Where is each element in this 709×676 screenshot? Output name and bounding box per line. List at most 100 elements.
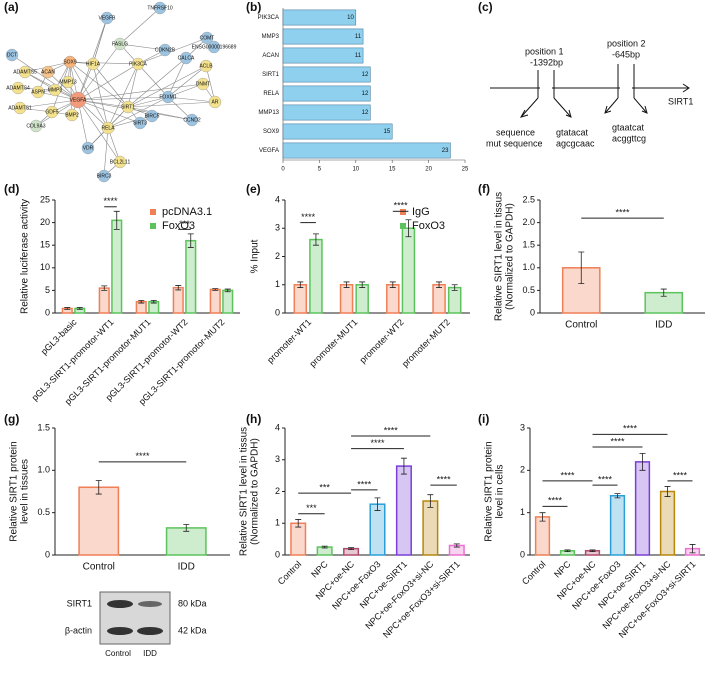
legend-label: IgG <box>412 206 430 218</box>
network-edge <box>69 61 139 65</box>
node-label: CCND2 <box>183 117 200 123</box>
blot-lane: Control <box>105 649 131 658</box>
network-node <box>18 65 32 79</box>
node-label: ADAMTS4 <box>6 85 30 91</box>
y-tick-label: 5 <box>45 285 50 295</box>
panel-label: (h) <box>246 412 261 426</box>
network-edge <box>107 96 169 129</box>
western-blot: SIRT1 80 kDa β-actin 42 kDa Control IDD <box>65 591 207 658</box>
node-label: GDF5 <box>45 109 59 115</box>
x-tick-label: NPC <box>309 559 330 580</box>
error-bar <box>321 545 328 549</box>
network-node <box>81 141 95 155</box>
node-label: MMP3 <box>48 87 63 93</box>
error-bar <box>101 285 108 291</box>
node-label: HIF1A <box>86 61 101 67</box>
site-sequence: gtaatcat <box>612 122 645 132</box>
error-bar <box>374 497 381 511</box>
network-edge <box>167 65 207 98</box>
y-tick-label: 20 <box>40 217 50 227</box>
network-edge <box>137 63 169 98</box>
node-label: RELA <box>101 125 115 131</box>
bar <box>185 239 197 314</box>
network-node <box>113 155 127 169</box>
network-node <box>133 116 147 130</box>
error-bar <box>76 307 83 310</box>
error-bar <box>359 281 366 288</box>
network-node <box>29 119 43 133</box>
x-tick-label: 5 <box>318 167 322 173</box>
network-node <box>208 95 222 109</box>
node-label: ADAMTS1 <box>8 105 32 111</box>
network-edge <box>69 61 109 129</box>
error-bar <box>664 486 671 497</box>
error-bar <box>451 284 458 291</box>
network-edge <box>77 83 204 101</box>
node-label: SOX9 <box>63 59 77 65</box>
y-tick-label: 1.0 <box>37 465 50 475</box>
bar <box>309 238 323 314</box>
blot-size: 42 kDa <box>178 625 207 635</box>
network-node <box>45 105 59 119</box>
y-tick-label: 0.5 <box>37 507 50 517</box>
node-label: CDKN2B <box>155 47 176 53</box>
node-label: AR <box>212 99 219 105</box>
network: VEGFB TNFRSF10 DCT CDKN2B COMT ENSG0000019668… <box>5 1 237 183</box>
site-label: position 1 <box>525 46 564 56</box>
promoter-diagram <box>490 64 690 118</box>
y-tick-label: 1.5 <box>37 422 50 432</box>
node-label: BIRC5 <box>145 113 160 119</box>
legend-marker <box>400 209 406 215</box>
network-edge <box>127 63 139 108</box>
bar <box>282 9 357 26</box>
gene-label: SIRT1 <box>668 96 693 106</box>
site-label: position 2 <box>607 38 646 48</box>
network-edge <box>92 63 109 129</box>
x-tick-label: pGL3-basic <box>39 317 79 357</box>
site-sequence: gtatacat <box>556 127 589 137</box>
x-tick-label: IDD <box>178 562 195 573</box>
significance-label: **** <box>598 475 613 485</box>
x-tick-label: Control <box>83 562 115 573</box>
node-label: FOXM1 <box>159 94 176 100</box>
network-node <box>61 75 75 89</box>
error-bar <box>389 281 396 288</box>
network-node <box>41 65 55 79</box>
blot-protein: β-actin <box>65 625 92 635</box>
network-node <box>11 81 25 95</box>
y-axis-label: Relative SIRT1 level in tissus <box>494 192 505 321</box>
network-edge <box>77 99 141 124</box>
bar <box>395 465 412 556</box>
node-label: SIRT3 <box>133 120 147 126</box>
significance-label: **** <box>394 201 409 211</box>
bar <box>369 503 386 556</box>
arrow-head <box>682 83 690 93</box>
y-tick-label: RELA <box>263 91 279 97</box>
bar <box>293 284 308 314</box>
bar <box>609 494 626 556</box>
legend-label: pcDNA3.1 <box>162 206 212 218</box>
x-tick-label: NPC <box>552 559 573 580</box>
break-marks <box>537 64 635 98</box>
y-tick-label: 4 <box>275 422 280 432</box>
significance-label: **** <box>135 451 150 461</box>
network-edge <box>167 96 216 103</box>
node-label: VDR <box>83 145 94 151</box>
error-bar <box>427 494 434 508</box>
significance-label: *** <box>179 219 190 229</box>
y-tick-label: PIK3CA <box>258 15 279 21</box>
significance-label: **** <box>384 425 399 435</box>
panel-label: (g) <box>4 412 19 426</box>
x-tick-label: promoter-WT2 <box>358 317 406 365</box>
network-node <box>5 48 19 62</box>
network-edge <box>77 96 169 101</box>
y-tick-label: 2 <box>520 465 525 475</box>
error-bar <box>539 512 546 522</box>
network-node <box>69 91 87 109</box>
row-label: sequence <box>496 127 535 137</box>
node-label: MMP13 <box>59 79 76 85</box>
y-tick-label: 1 <box>275 518 280 528</box>
node-label: PIK3CA <box>129 61 147 67</box>
y-tick-label: 25 <box>40 194 50 204</box>
